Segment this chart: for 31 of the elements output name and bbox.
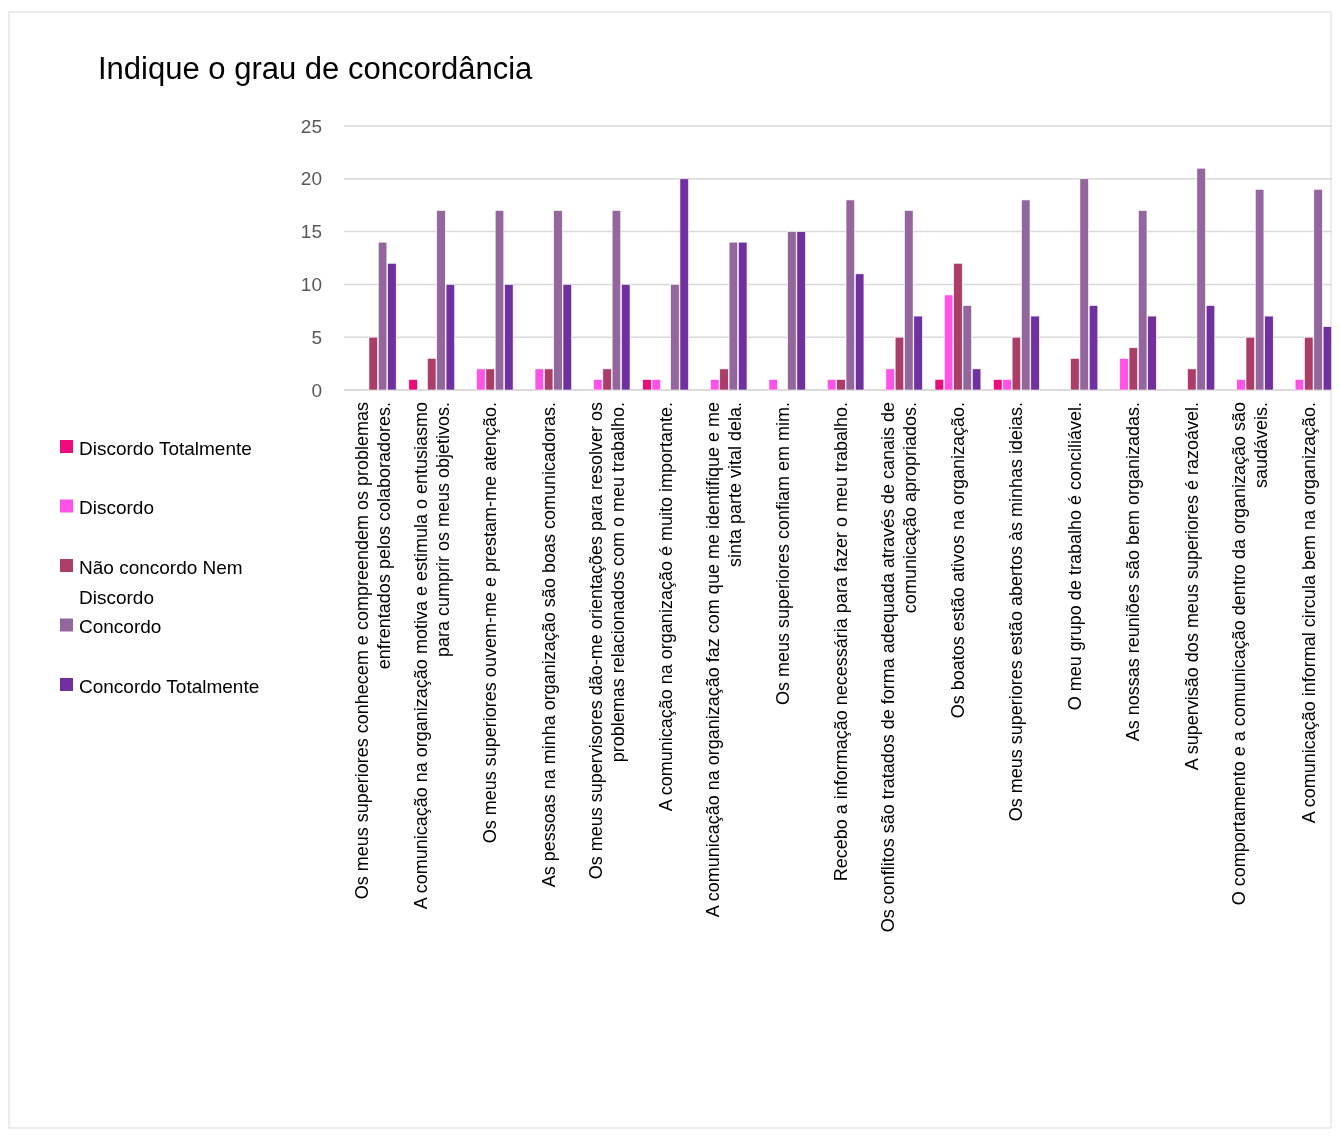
x-tick-label: Os meus superiores confiam em mim. xyxy=(772,402,793,706)
legend-label: Discordo xyxy=(79,497,154,519)
y-tick-label: 0 xyxy=(311,379,322,401)
legend-label: Não concordo Nem Discordo xyxy=(79,556,243,608)
x-tick-label: A comunicação informal circula bem na organização. xyxy=(1298,402,1319,824)
x-tick-label: Os meus superiores conhecem e compreendem os problemas enfrentados pelos colaboradores. xyxy=(352,402,395,900)
legend-label: Concordo Totalmente xyxy=(79,675,260,697)
x-tick-label: A supervisão dos meus superiores é razoável. xyxy=(1181,402,1202,771)
y-tick-label: 5 xyxy=(311,326,322,348)
x-tick-label: A comunicação na organização motiva e estimula o entusiasmo para cumprir os meus objetivos. xyxy=(410,402,453,910)
x-tick-label: As pessoas na minha organização são boas comunicadoras. xyxy=(538,402,559,888)
legend-label: Discordo Totalmente xyxy=(79,437,252,459)
x-tick-label: Os conflitos são tratados de forma adequada através de canais de comunicação apropriados. xyxy=(878,402,921,933)
bar xyxy=(768,379,778,391)
x-tick-label: A comunicação na organização faz com que me identifique e me sinta parte vital dela. xyxy=(703,402,746,918)
x-tick-label: Os boatos estão ativos na organização. xyxy=(947,402,968,719)
legend-label: Concordo xyxy=(79,616,162,638)
x-tick-label: Os meus superiores ouvem-me e prestam-me atenção. xyxy=(480,402,501,844)
x-tick-label: Os meus superiores estão abertos às minhas ideias. xyxy=(1006,402,1027,822)
x-tick-label: Recebo a informação necessária para fazer o meu trabalho. xyxy=(831,402,851,882)
y-tick-label: 10 xyxy=(300,274,322,296)
y-tick-label: 25 xyxy=(300,115,322,137)
x-tick-label: Os meus supervisores dão-me orientações para resolver os problemas relacionados com o meu trabalho. xyxy=(586,402,629,880)
bar xyxy=(408,379,418,391)
x-tick-label: As nossas reuniões são bem organizadas. xyxy=(1123,402,1144,742)
x-tick-label: O comportamento e a comunicação dentro da organização são saudáveis. xyxy=(1229,402,1272,906)
y-tick-label: 20 xyxy=(300,168,322,190)
chart-title: Indique o grau de concordância xyxy=(98,51,534,86)
y-tick-label: 15 xyxy=(300,221,322,243)
x-tick-label: O meu grupo de trabalho é conciliável. xyxy=(1064,402,1085,711)
x-tick-label: A comunicação na organização é muito importante. xyxy=(655,402,676,812)
